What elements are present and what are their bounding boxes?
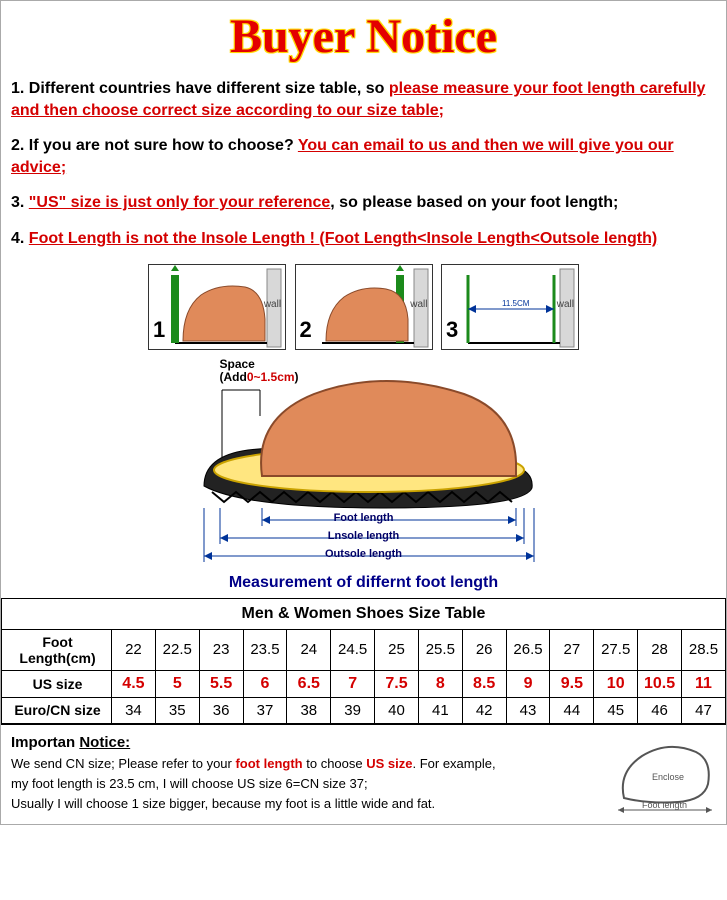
cell: 36 [199,697,243,723]
cell: 39 [331,697,375,723]
step-number: 1 [153,317,165,343]
cell: 25.5 [418,629,462,670]
measure-step-2: 2 wall [295,264,433,350]
space-label: Space (Add0~1.5cm) [220,358,299,384]
dim-insole-length: Lnsole length [184,530,544,542]
cell: 28 [638,629,682,670]
cell: 10.5 [638,670,682,697]
notice-item-2: 2. If you are not sure how to choose? Yo… [11,135,716,178]
cell: 26 [462,629,506,670]
wall-label: wall [264,299,281,310]
cell: 43 [506,697,550,723]
measure-step-1: 1 wall [148,264,286,350]
size-table: Men & Women Shoes Size Table Foot Length… [1,598,726,724]
row-euro-size: Euro/CN size 34 35 36 37 38 39 40 41 42 … [2,697,726,723]
measure-steps: 1 wall 2 wall 11.5CM [1,264,726,350]
cell: 34 [112,697,156,723]
measurement-caption: Measurement of differnt foot length [1,574,726,592]
footer-text: Usually I will choose 1 size bigger, bec… [11,796,435,811]
cell: 23.5 [243,629,287,670]
notice-item-1: 1. Different countries have different si… [11,78,716,121]
cell: 4.5 [112,670,156,697]
row-label-foot: Foot Length(cm) [2,629,112,670]
cell: 5.5 [199,670,243,697]
row-label-us: US size [2,670,112,697]
cell: 27 [550,629,594,670]
row-label-euro: Euro/CN size [2,697,112,723]
cell: 23 [199,629,243,670]
svg-text:Foot length: Foot length [642,800,687,810]
cell: 41 [418,697,462,723]
cell: 27.5 [594,629,638,670]
cell: 42 [462,697,506,723]
wall-label: wall [557,299,574,310]
page-title: Buyer Notice [1,1,726,66]
dim-outsole-length: Outsole length [184,548,544,560]
cell: 5 [155,670,199,697]
notice-item-3: 3. "US" size is just only for your refer… [11,192,716,214]
cell: 7.5 [375,670,419,697]
cell: 24.5 [331,629,375,670]
cell: 22 [112,629,156,670]
cell: 46 [638,697,682,723]
cell: 25 [375,629,419,670]
dim-foot-length: Foot length [184,512,544,524]
shoe-diagram: Space (Add0~1.5cm) [184,358,544,568]
cell: 45 [594,697,638,723]
wall-label: wall [410,299,427,310]
foot-outline-icon: Enclose Foot length [608,738,718,818]
row-us-size: US size 4.5 5 5.5 6 6.5 7 7.5 8 8.5 9 9.… [2,670,726,697]
cell: 6.5 [287,670,331,697]
notice-list: 1. Different countries have different si… [1,66,726,250]
cell: 9.5 [550,670,594,697]
cell: 37 [243,697,287,723]
insole-dim-text: 11.5CM [502,299,530,308]
cell: 28.5 [681,629,725,670]
size-table-title: Men & Women Shoes Size Table [2,598,726,629]
cell: 44 [550,697,594,723]
notice-item-4: 4. Foot Length is not the Insole Length … [11,228,716,250]
cell: 7 [331,670,375,697]
cell: 40 [375,697,419,723]
step-number: 3 [446,317,458,343]
footer-text: We send CN size; Please refer to your [11,756,235,771]
cell: 26.5 [506,629,550,670]
svg-text:Enclose: Enclose [652,772,684,782]
cell: 47 [681,697,725,723]
step-number: 2 [300,317,312,343]
cell: 35 [155,697,199,723]
measure-step-3: 11.5CM 3 wall [441,264,579,350]
cell: 11 [681,670,725,697]
important-notice: Importan Notice: We send CN size; Please… [1,724,726,825]
footer-text: my foot length is 23.5 cm, I will choose… [11,776,368,791]
cell: 38 [287,697,331,723]
cell: 8.5 [462,670,506,697]
cell: 8 [418,670,462,697]
cell: 22.5 [155,629,199,670]
cell: 6 [243,670,287,697]
cell: 9 [506,670,550,697]
row-foot-length: Foot Length(cm) 22 22.5 23 23.5 24 24.5 … [2,629,726,670]
buyer-notice-container: Buyer Notice 1. Different countries have… [0,0,727,825]
cell: 24 [287,629,331,670]
cell: 10 [594,670,638,697]
